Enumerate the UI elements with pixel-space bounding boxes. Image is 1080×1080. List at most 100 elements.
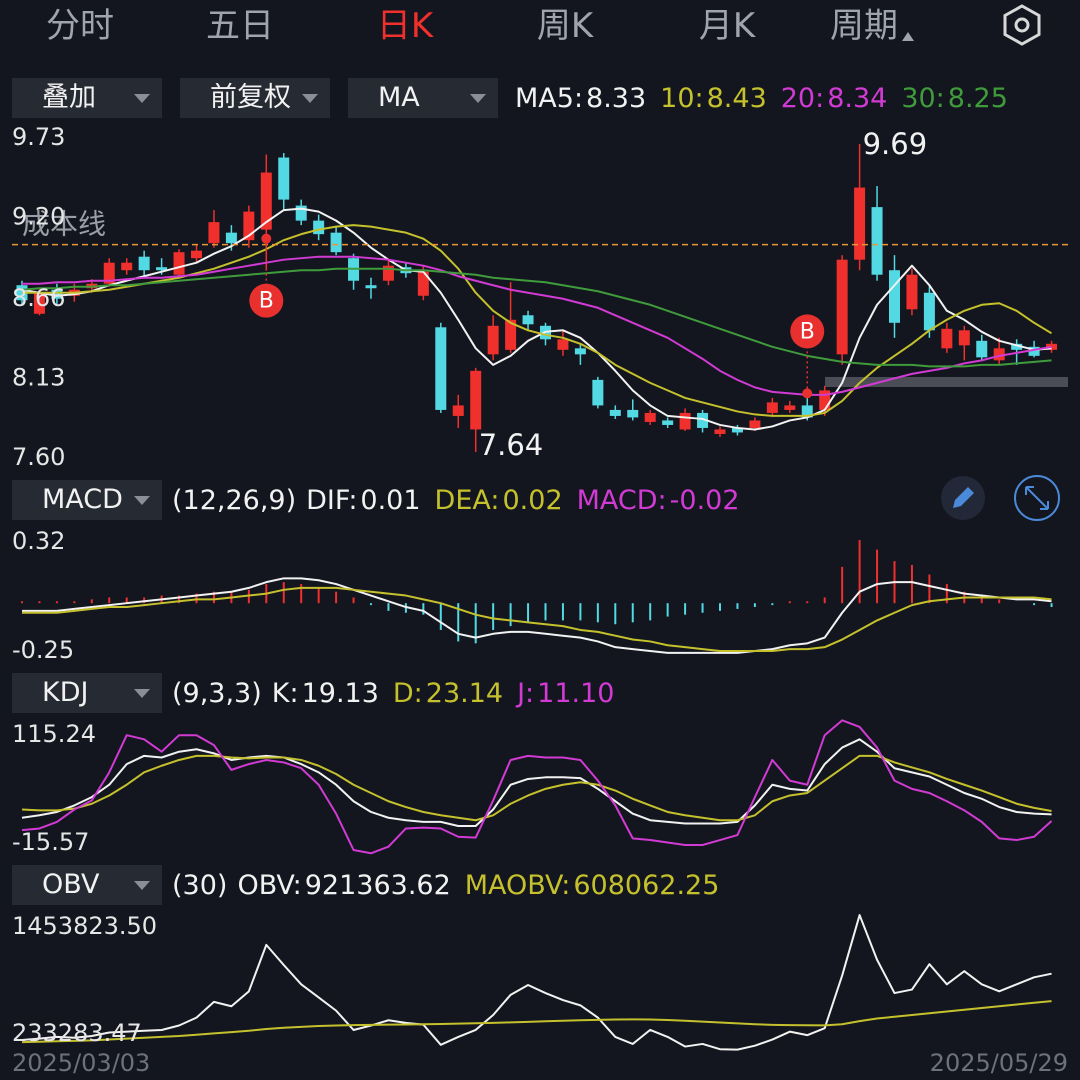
legend-name: 10: (660, 82, 704, 114)
y-tick-label: 233283.47 (12, 1019, 142, 1047)
candle-body (592, 379, 604, 406)
tab[interactable]: 周K (536, 6, 594, 46)
ma-line (21, 267, 1052, 368)
candle-body (766, 402, 778, 413)
buy-point (261, 233, 272, 244)
indicator-header: KDJ (9,3,3) K: 19.13 D: 23.14 J: 11.10 (12, 673, 628, 713)
min-label: 7.64 (479, 428, 544, 462)
legend-name: 30: (901, 82, 945, 114)
candle-body (260, 172, 272, 230)
ma-line (21, 207, 1052, 431)
legend-value: 0.02 (502, 484, 563, 516)
legend-name: MA5: (515, 82, 584, 114)
legend-name: MAOBV: (464, 869, 571, 901)
candle-body (33, 292, 45, 314)
buy-badge (790, 314, 825, 349)
candle-body (836, 259, 848, 355)
candle-body (278, 157, 290, 200)
y-tick-label: 0.32 (12, 527, 65, 555)
legend-value: 11.10 (537, 677, 615, 709)
dropdown[interactable]: 前复权 (180, 78, 330, 118)
legend-item: D: 23.14 (393, 678, 503, 709)
dropdown[interactable]: 叠加 (12, 78, 162, 118)
indicator-header: MACD (12,26,9) DIF: 0.01 DEA: 0.02 MACD: -0.02 (12, 480, 754, 520)
y-tick-label: 1453823.50 (12, 912, 157, 940)
candle-body (173, 252, 185, 275)
tab[interactable]: 分时 (46, 6, 114, 46)
max-label: 9.69 (863, 127, 928, 161)
dropdown[interactable]: MA (348, 78, 498, 118)
legend-name: J: (517, 677, 535, 709)
legend-item: MA5: 8.33 (515, 83, 646, 114)
candle-body (51, 289, 63, 299)
y-tick-label: 9.20 (12, 203, 65, 231)
candle-body (801, 405, 813, 418)
candle-body (627, 409, 639, 418)
candle-body (243, 211, 255, 241)
legend-value: 8.43 (706, 82, 767, 114)
range-highlight (825, 377, 1068, 387)
expand-button[interactable] (1014, 475, 1060, 521)
dropdown[interactable]: KDJ (12, 673, 162, 713)
candle-body (784, 405, 796, 410)
legend-item: K: 19.13 (272, 678, 379, 709)
candle-body (121, 262, 133, 271)
candle-body (1011, 343, 1023, 350)
y-tick-label: 8.66 (12, 284, 65, 312)
legend-item: 10: 8.43 (660, 83, 767, 114)
candle-body (574, 348, 586, 355)
legend-item: 20: 8.34 (781, 83, 888, 114)
candle-body (906, 274, 918, 310)
candle-body (225, 232, 237, 244)
legend-item: DEA: 0.02 (435, 485, 563, 516)
legend-value: 921363.62 (304, 869, 451, 901)
y-tick-label: 7.60 (12, 443, 65, 471)
candle-body (854, 187, 866, 260)
candle-body (1028, 346, 1040, 356)
candle-body (993, 348, 1005, 361)
legend-name: DIF: (306, 484, 358, 516)
tab[interactable]: 月K (698, 6, 756, 46)
legend-item: MACD: -0.02 (577, 485, 740, 516)
indicator-line (22, 586, 1052, 652)
tab[interactable]: 五日 (206, 6, 274, 46)
candle-body (435, 327, 447, 410)
indicator-line (21, 719, 1053, 855)
indicator-line (21, 1000, 1052, 1044)
y-tick-label: 9.73 (12, 123, 65, 151)
legend-item: J: 11.10 (517, 678, 614, 709)
buy-label: B (259, 289, 274, 314)
candle-body (313, 220, 325, 235)
candle-body (208, 222, 220, 244)
dropdown[interactable]: OBV (12, 865, 162, 905)
candle-body (731, 427, 743, 433)
legend-value: 23.14 (425, 677, 504, 709)
candle-body (487, 325, 499, 355)
candle-body (644, 412, 656, 422)
candle-body (138, 256, 150, 271)
settings-icon[interactable] (1003, 4, 1041, 46)
y-tick-label: -0.25 (12, 636, 74, 664)
candle-body (191, 250, 202, 259)
buy-badge (249, 283, 284, 318)
buy-point (802, 388, 813, 399)
x-tick-label: 2025/05/29 (930, 1049, 1068, 1077)
candle-body (679, 412, 691, 430)
legend-item: 30: 8.25 (901, 83, 1008, 114)
candle-body (470, 370, 482, 430)
legend-value: 608062.25 (573, 869, 720, 901)
dropdown[interactable]: MACD (12, 480, 162, 520)
candle-body (976, 340, 988, 358)
x-tick-label: 2025/03/03 (12, 1049, 150, 1077)
candle-body (749, 420, 761, 428)
edit-button[interactable] (941, 476, 985, 520)
tab[interactable]: 日K (376, 6, 434, 46)
candle-body (889, 270, 900, 323)
indicator-params: (12,26,9) (172, 484, 297, 516)
legend-value: 8.25 (947, 82, 1008, 114)
candle-body (941, 328, 953, 349)
tab[interactable]: 周期 (830, 4, 914, 48)
indicator-header: OBV (30) OBV: 921363.62 MAOBV: 608062.25 (12, 865, 733, 905)
candle-body (156, 267, 168, 271)
